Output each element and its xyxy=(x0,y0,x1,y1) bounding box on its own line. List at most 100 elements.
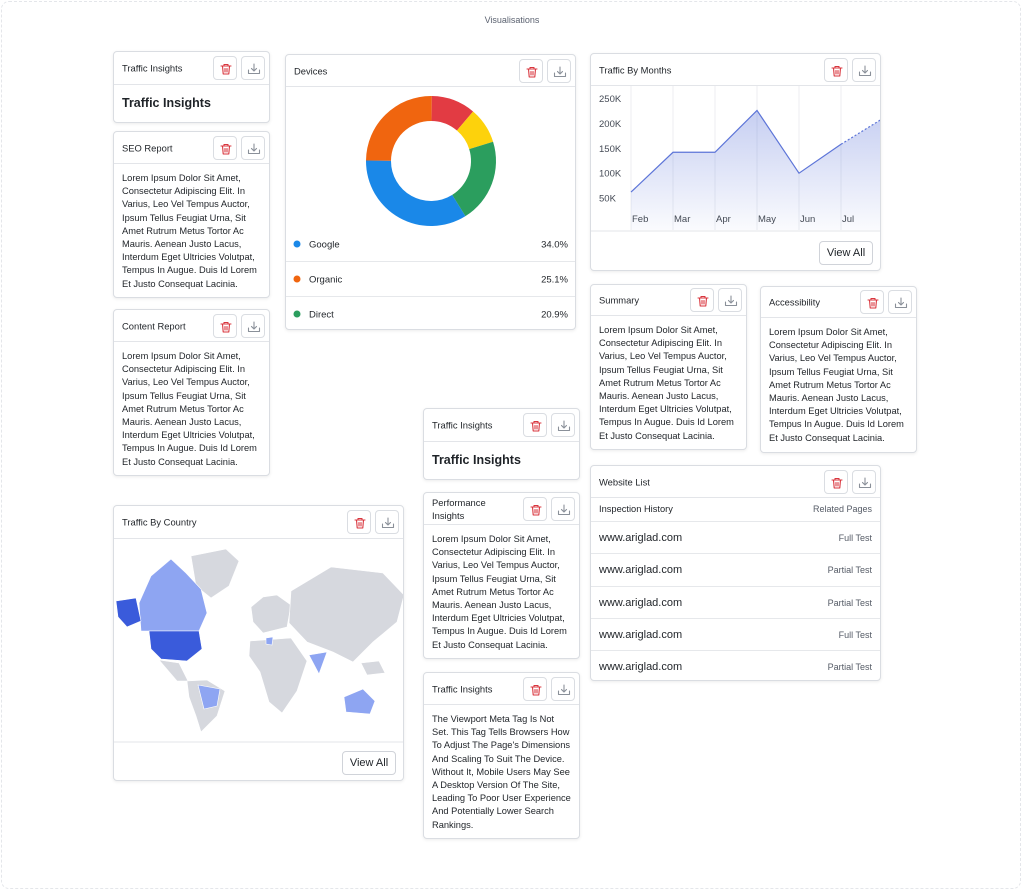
card-title: Summary xyxy=(599,294,640,306)
widget-card: Performance Insights Lorem Ipsum Dolor Si… xyxy=(423,492,580,659)
card-header: Traffic By Months xyxy=(591,54,880,86)
download-button[interactable] xyxy=(241,135,265,160)
card-header: Traffic By Country xyxy=(114,506,403,539)
x-tick-label: Jun xyxy=(800,214,815,225)
icon xyxy=(858,64,872,76)
x-tick-label: Jul xyxy=(842,214,854,225)
y-tick-label: 200K xyxy=(599,119,622,130)
widget-card: Content Report Lorem Ipsum Dolor Sit Amet… xyxy=(113,309,270,476)
card-text: Lorem Ipsum Dolor Sit Amet, Consectetur … xyxy=(122,173,257,289)
card-header: Traffic Insights xyxy=(114,52,269,85)
icon xyxy=(220,321,232,333)
devices-card: Devices Google 34.0% Organic 25.1% Direct 20.9… xyxy=(285,54,576,330)
donut-segment xyxy=(366,160,466,226)
delete-button[interactable] xyxy=(213,56,237,80)
icon xyxy=(831,477,843,489)
country-shape xyxy=(343,688,376,715)
delete-button[interactable] xyxy=(519,58,543,83)
card-header: Performance Insights xyxy=(424,493,579,525)
icon xyxy=(354,517,366,529)
view-all-button[interactable]: View All xyxy=(819,241,873,265)
download-button[interactable] xyxy=(241,313,265,338)
widget-card: Traffic Insights Traffic Insights xyxy=(423,408,580,480)
country-shape xyxy=(115,597,142,628)
icon xyxy=(894,297,908,309)
country-shape xyxy=(360,660,386,676)
view-all-button[interactable]: View All xyxy=(342,751,396,775)
site-url: www.ariglad.com xyxy=(599,596,683,609)
icon xyxy=(526,66,538,78)
card-title: Devices xyxy=(294,65,328,76)
country-shape xyxy=(158,659,189,682)
delete-button[interactable] xyxy=(523,676,547,701)
download-button[interactable] xyxy=(718,288,742,312)
country-card: Traffic By Country View All xyxy=(113,505,404,781)
card-header: SEO Report xyxy=(114,132,269,164)
list-header: Inspection History Related Pages xyxy=(591,497,880,521)
delete-button[interactable] xyxy=(824,469,848,494)
test-type: Partial Test xyxy=(827,662,872,673)
column-header: Related Pages xyxy=(812,504,872,514)
card-title: Website List xyxy=(599,476,650,487)
y-tick-label: 250K xyxy=(599,94,622,105)
widget-card: Traffic Insights Traffic Insights xyxy=(113,51,270,123)
country-shape xyxy=(248,637,308,714)
download-button[interactable] xyxy=(241,56,265,80)
country-shape xyxy=(197,684,221,710)
icon xyxy=(557,503,571,515)
icon xyxy=(247,142,261,154)
download-button[interactable] xyxy=(888,290,912,314)
card-header: Content Report xyxy=(114,310,269,342)
delete-button[interactable] xyxy=(523,413,547,437)
delete-button[interactable] xyxy=(690,288,714,312)
download-button[interactable] xyxy=(852,57,876,82)
x-tick-label: Apr xyxy=(716,214,731,225)
icon xyxy=(530,504,542,516)
delete-button[interactable] xyxy=(213,135,237,160)
icon xyxy=(858,476,872,488)
icon xyxy=(381,517,395,529)
test-type: Partial Test xyxy=(827,565,872,576)
download-button[interactable] xyxy=(551,676,575,701)
world-map xyxy=(114,548,403,743)
legend-dot xyxy=(293,310,301,318)
download-button[interactable] xyxy=(852,469,876,494)
map xyxy=(115,548,403,733)
y-tick-label: 100K xyxy=(599,169,622,180)
icon xyxy=(724,295,738,307)
delete-button[interactable] xyxy=(824,57,848,82)
x-tick-label: May xyxy=(758,214,776,225)
delete-button[interactable] xyxy=(347,510,371,534)
icon xyxy=(831,65,843,77)
download-button[interactable] xyxy=(375,510,399,534)
card-text: Lorem Ipsum Dolor Sit Amet, Consectetur … xyxy=(769,327,904,443)
card-title: Traffic By Months xyxy=(599,64,672,75)
y-tick-label: 50K xyxy=(599,194,617,205)
test-type: Full Test xyxy=(838,629,872,640)
card-header: Devices xyxy=(286,55,575,87)
icon xyxy=(220,63,232,75)
donut-segment xyxy=(366,96,432,161)
legend-value: 34.0% xyxy=(541,240,568,251)
site-url: www.ariglad.com xyxy=(599,564,683,577)
delete-button[interactable] xyxy=(213,313,237,338)
icon xyxy=(697,295,709,307)
icon xyxy=(557,683,571,695)
projected-line xyxy=(840,119,880,145)
delete-button[interactable] xyxy=(860,290,884,314)
country-shape xyxy=(265,636,274,646)
icon xyxy=(557,420,571,432)
icon xyxy=(247,320,261,332)
download-button[interactable] xyxy=(551,413,575,437)
download-button[interactable] xyxy=(551,496,575,521)
delete-button[interactable] xyxy=(523,496,547,521)
line-chart: 50K 100K 150K 200K 250K Feb Mar Apr May Jun Jul xyxy=(591,86,880,232)
legend-label: Google xyxy=(309,240,340,251)
download-button[interactable] xyxy=(547,58,571,83)
icon xyxy=(553,65,567,77)
card-header: Traffic Insights xyxy=(424,673,579,705)
list-row: www.ariglad.com Partial Test xyxy=(591,585,880,619)
country-shape xyxy=(148,630,203,662)
card-title: Traffic Insights xyxy=(122,62,183,74)
